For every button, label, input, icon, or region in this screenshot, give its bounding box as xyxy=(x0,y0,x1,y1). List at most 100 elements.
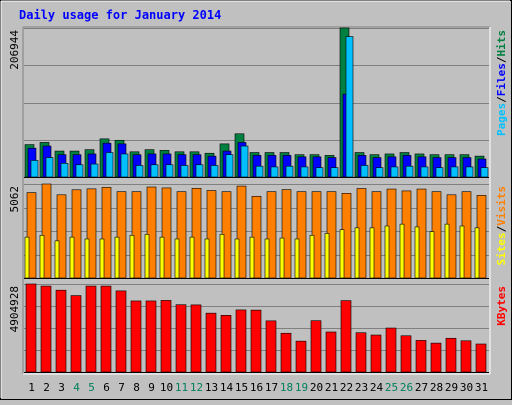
bar-sites-day-19 xyxy=(294,238,300,279)
x-tick-label-day-20: 20 xyxy=(310,381,323,394)
bar-sites-day-14 xyxy=(219,234,225,279)
x-tick-label-day-24: 24 xyxy=(370,381,384,394)
bar-sites-day-1 xyxy=(24,236,30,279)
bar-pages-day-6 xyxy=(105,152,114,178)
bar-kbytes-day-9 xyxy=(145,300,157,373)
bar-sites-day-25 xyxy=(384,225,390,279)
x-tick-label-day-5: 5 xyxy=(88,381,95,394)
x-tick-label-day-11: 11 xyxy=(175,381,188,394)
bar-sites-day-9 xyxy=(144,234,150,279)
bar-kbytes-day-25 xyxy=(385,327,397,373)
x-tick-label-day-2: 2 xyxy=(43,381,50,394)
x-tick-label-day-8: 8 xyxy=(133,381,140,394)
x-tick-label-day-16: 16 xyxy=(250,381,263,394)
bar-pages-day-9 xyxy=(150,164,159,178)
bar-kbytes-day-30 xyxy=(460,340,472,373)
x-tick-label-day-27: 27 xyxy=(415,381,428,394)
x-tick-label-day-12: 12 xyxy=(190,381,203,394)
ylabel-part-files: Files xyxy=(495,63,508,96)
x-tick-label-day-1: 1 xyxy=(28,381,35,394)
bar-pages-day-2 xyxy=(45,157,54,178)
panel-kbytes: 4904928 KBytes xyxy=(8,283,508,373)
x-tick-label-day-7: 7 xyxy=(118,381,125,394)
bar-pages-day-10 xyxy=(165,164,174,178)
bar-pages-day-28 xyxy=(435,167,444,178)
x-tick-label-day-15: 15 xyxy=(235,381,248,394)
bar-kbytes-day-12 xyxy=(190,304,202,373)
bar-sites-day-12 xyxy=(189,236,195,279)
bar-pages-day-16 xyxy=(255,165,264,178)
bar-pages-day-11 xyxy=(180,165,189,178)
bar-pages-day-31 xyxy=(480,167,489,178)
bar-sites-day-2 xyxy=(39,234,45,279)
bar-sites-day-20 xyxy=(309,234,315,279)
x-tick-label-day-14: 14 xyxy=(220,381,234,394)
panel-visits: 5062 Sites/Visits xyxy=(8,183,508,279)
bar-sites-day-28 xyxy=(429,231,435,279)
x-tick-label-day-10: 10 xyxy=(160,381,173,394)
ylabel-visits: Sites/Visits xyxy=(495,186,508,266)
bar-kbytes-day-4 xyxy=(70,295,82,373)
bar-pages-day-14 xyxy=(225,154,234,178)
bar-kbytes-day-2 xyxy=(40,285,52,373)
bar-kbytes-day-19 xyxy=(295,340,307,373)
bar-kbytes-day-20 xyxy=(310,320,322,373)
x-tick-label-day-28: 28 xyxy=(430,381,443,394)
x-tick-label-day-19: 19 xyxy=(295,381,308,394)
bar-kbytes-day-27 xyxy=(415,340,427,373)
ylabel-part-hits: Hits xyxy=(495,30,508,57)
bar-sites-day-5 xyxy=(84,238,90,279)
bar-pages-day-23 xyxy=(360,165,369,178)
bar-kbytes-day-6 xyxy=(100,285,112,373)
bar-pages-day-13 xyxy=(210,165,219,178)
ylabel-separator: / xyxy=(495,225,508,232)
x-tick-label-day-29: 29 xyxy=(445,381,458,394)
bar-sites-day-15 xyxy=(234,238,240,279)
ylabel-part-pages: Pages xyxy=(495,103,508,136)
ylabel-separator: / xyxy=(495,96,508,103)
bar-sites-day-30 xyxy=(459,225,465,279)
bar-pages-day-24 xyxy=(375,167,384,178)
bar-sites-day-16 xyxy=(249,236,255,279)
bar-sites-day-23 xyxy=(354,227,360,279)
ylabel-hits: Pages/Files/Hits xyxy=(495,30,508,136)
bar-sites-day-22 xyxy=(339,229,345,279)
bar-kbytes-day-8 xyxy=(130,300,142,373)
x-tick-label-day-9: 9 xyxy=(148,381,155,394)
bar-pages-day-12 xyxy=(195,164,204,178)
bar-kbytes-day-1 xyxy=(25,283,37,373)
x-tick-label-day-25: 25 xyxy=(385,381,398,394)
bar-pages-day-7 xyxy=(120,153,129,178)
bar-pages-day-1 xyxy=(30,160,39,178)
x-tick-label-day-18: 18 xyxy=(280,381,293,394)
ylabel-part-kbytes: KBytes xyxy=(495,286,508,326)
bar-sites-day-17 xyxy=(264,238,270,279)
x-tick-label-day-17: 17 xyxy=(265,381,278,394)
bar-sites-day-8 xyxy=(129,234,135,279)
bar-pages-day-5 xyxy=(90,163,99,178)
bar-kbytes-day-28 xyxy=(430,342,442,373)
bar-sites-day-11 xyxy=(174,238,180,279)
x-tick-label-day-13: 13 xyxy=(205,381,218,394)
bar-sites-day-26 xyxy=(399,223,405,279)
bar-kbytes-day-29 xyxy=(445,337,457,373)
bar-sites-day-21 xyxy=(324,233,330,279)
bar-sites-day-27 xyxy=(414,226,420,279)
bar-kbytes-day-18 xyxy=(280,332,292,373)
bar-kbytes-day-14 xyxy=(220,315,232,373)
bar-kbytes-day-13 xyxy=(205,312,217,373)
bar-kbytes-day-10 xyxy=(160,300,172,373)
bar-kbytes-day-17 xyxy=(265,320,277,373)
bar-pages-day-21 xyxy=(330,167,339,178)
bar-kbytes-day-31 xyxy=(475,343,487,373)
x-tick-label-day-21: 21 xyxy=(325,381,338,394)
bar-sites-day-31 xyxy=(474,227,480,279)
ymax-label-kbytes: 4904928 xyxy=(8,286,21,332)
bar-kbytes-day-26 xyxy=(400,335,412,373)
bar-sites-day-29 xyxy=(444,223,450,279)
ylabel-part-visits: Visits xyxy=(495,186,508,226)
x-tick-label-day-22: 22 xyxy=(340,381,353,394)
bar-pages-day-19 xyxy=(300,166,309,178)
